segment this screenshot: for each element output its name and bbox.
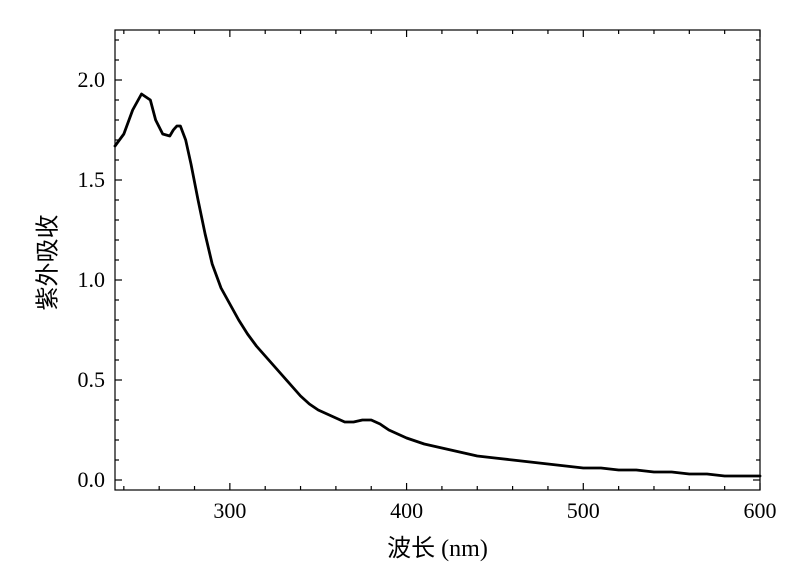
y-axis-label: 紫外吸收 <box>28 203 63 323</box>
x-tick-label: 600 <box>730 498 790 524</box>
y-tick-label: 2.0 <box>60 67 105 93</box>
x-tick-label: 400 <box>377 498 437 524</box>
x-axis-label: 波长 (nm) <box>358 528 518 563</box>
x-tick-label: 300 <box>200 498 260 524</box>
y-tick-label: 0.5 <box>60 367 105 393</box>
y-tick-label: 0.0 <box>60 467 105 493</box>
chart-container: 300 400 500 600 0.0 0.5 1.0 1.5 2.0 紫外吸收波长 (nm) <box>0 0 800 580</box>
y-tick-label: 1.5 <box>60 167 105 193</box>
y-tick-label: 1.0 <box>60 267 105 293</box>
chart-svg <box>0 0 800 580</box>
x-tick-label: 500 <box>553 498 613 524</box>
